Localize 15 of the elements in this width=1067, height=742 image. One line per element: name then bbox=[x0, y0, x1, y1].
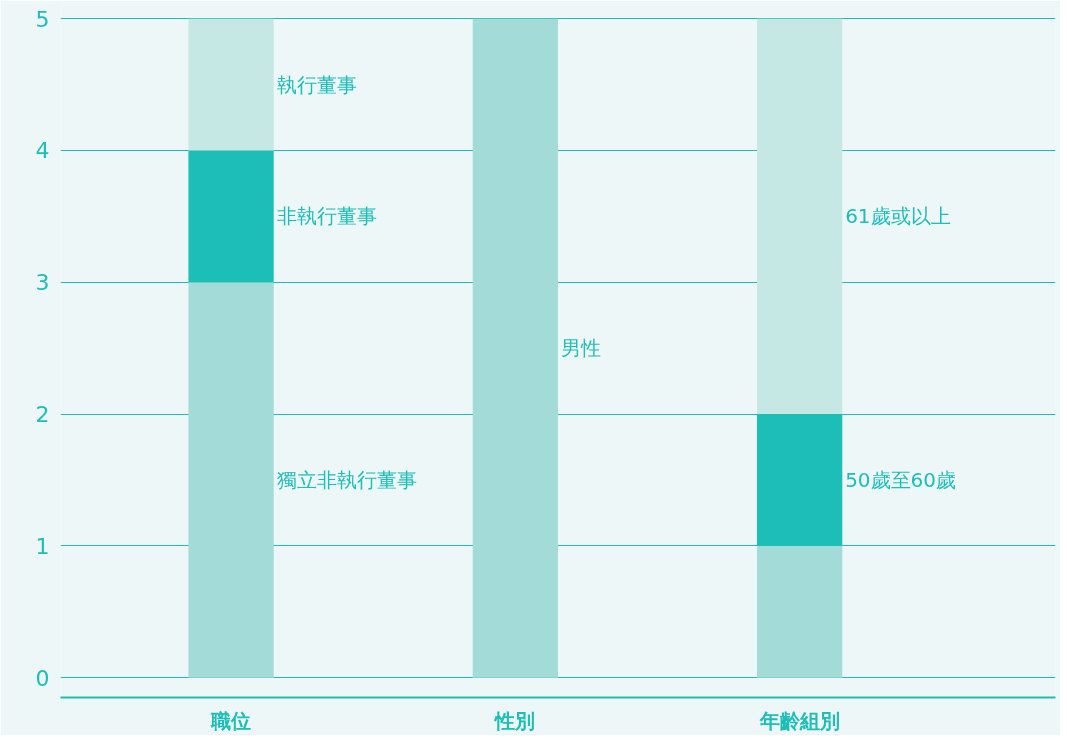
y-tick-label: 3 bbox=[35, 270, 50, 296]
x-tick-label: 性別 bbox=[493, 708, 536, 733]
series-label: 獨立非執行董事 bbox=[276, 468, 417, 493]
series-label: 61歲或以上 bbox=[845, 204, 951, 229]
series-label: 男性 bbox=[560, 336, 601, 361]
y-tick-label: 0 bbox=[35, 665, 50, 691]
x-tick-label: 職位 bbox=[210, 708, 252, 733]
x-tick-label: 年齡組別 bbox=[758, 708, 840, 733]
series-label: 非執行董事 bbox=[276, 204, 377, 229]
y-tick-label: 4 bbox=[35, 138, 50, 164]
series-label: 50歲至60歲 bbox=[845, 468, 957, 493]
y-tick-label: 2 bbox=[35, 402, 50, 428]
y-tick-label: 1 bbox=[35, 533, 50, 559]
series-label: 執行董事 bbox=[276, 72, 357, 97]
y-tick-label: 5 bbox=[35, 6, 50, 32]
